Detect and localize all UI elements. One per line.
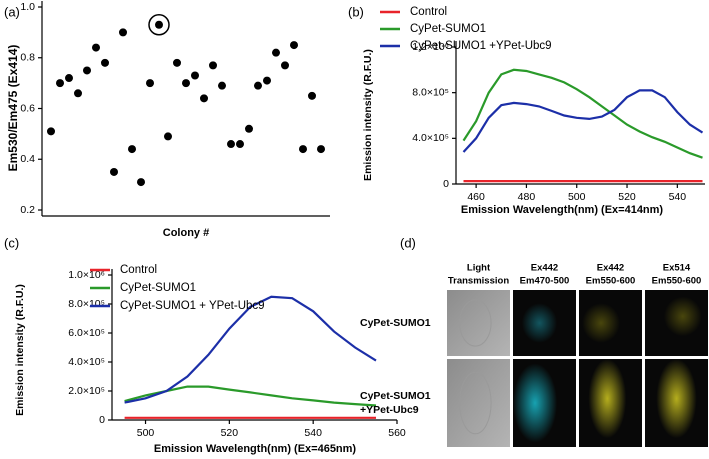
point	[47, 127, 55, 136]
series-line	[124, 385, 377, 407]
point	[137, 178, 145, 187]
legend-label: CyPet-SUMO1	[120, 282, 196, 294]
legend-label: Control	[410, 6, 447, 18]
point	[317, 145, 325, 154]
x-tick-label: 460	[467, 191, 485, 203]
point	[209, 61, 217, 70]
cell-signal	[588, 359, 627, 439]
y-tick-label: 1.0×10⁶	[68, 269, 105, 281]
x-axis-label: Colony #	[163, 227, 209, 239]
column-header: Em550-600	[652, 276, 702, 287]
panel-label: (d)	[400, 235, 416, 250]
cell-signal	[582, 303, 620, 343]
x-axis-label: Emission Wavelength(nm) (Ex=465nm)	[154, 443, 357, 455]
x-tick-label: 540	[304, 427, 322, 439]
point	[254, 81, 262, 90]
series-line	[124, 295, 377, 404]
y-tick-label: 2.0×10⁵	[68, 385, 105, 397]
cell-outline	[459, 371, 492, 435]
series-line	[462, 68, 703, 159]
y-tick-label: 0.2	[20, 204, 35, 216]
column-header: Ex514	[663, 263, 691, 274]
y-tick-label: 6.0×10⁵	[68, 327, 105, 339]
y-tick-label: 0	[443, 178, 449, 190]
column-header: Light	[467, 263, 491, 274]
point	[173, 58, 181, 67]
legend-label: CyPet-SUMO1 +YPet-Ubc9	[410, 40, 552, 52]
highlight-circle	[148, 14, 170, 36]
cell-signal	[513, 363, 558, 443]
point	[308, 91, 316, 100]
row-label: CyPet-SUMO1	[360, 390, 431, 402]
point	[65, 74, 73, 83]
point	[227, 140, 235, 149]
y-tick-label: 0.6	[20, 102, 35, 114]
point	[200, 94, 208, 103]
point	[290, 41, 298, 50]
y-tick-label: 8.0×10⁵	[68, 298, 105, 310]
legend-label: Control	[120, 264, 157, 276]
point	[56, 79, 64, 88]
series-line	[462, 89, 704, 153]
column-header: Em550-600	[586, 276, 636, 287]
y-tick-label: 1.2×10⁶	[412, 41, 449, 53]
point	[164, 132, 172, 141]
legend-label: CyPet-SUMO1	[410, 23, 486, 35]
point	[128, 145, 136, 154]
point	[110, 167, 118, 176]
column-header: Transmission	[448, 276, 509, 287]
y-tick-label: 8.0×10⁵	[412, 86, 449, 98]
y-axis-label: Emission intensity (R.F.U.)	[362, 49, 374, 181]
point	[146, 79, 154, 88]
x-tick-label: 480	[518, 191, 536, 203]
panel-label: (c)	[4, 235, 19, 250]
row-label: +YPet-Ubc9	[360, 404, 419, 416]
point	[155, 20, 163, 29]
x-tick-label: 500	[568, 191, 586, 203]
point	[92, 43, 100, 52]
point	[245, 124, 253, 133]
point	[101, 58, 109, 67]
micrograph	[447, 359, 510, 447]
row-label: CyPet-SUMO1	[360, 317, 431, 329]
x-axis-label: Emission Wavelength(nm) (Ex=414nm)	[461, 204, 664, 216]
y-tick-label: 4.0×10⁵	[68, 356, 105, 368]
legend-label: CyPet-SUMO1 + YPet-Ubc9	[120, 300, 265, 312]
cell-outline	[459, 299, 492, 347]
y-tick-label: 0	[99, 414, 105, 426]
x-tick-label: 520	[618, 191, 636, 203]
point	[119, 28, 127, 37]
x-tick-label: 520	[221, 427, 239, 439]
point	[281, 61, 289, 70]
point	[182, 79, 190, 88]
y-tick-label: 1.0	[20, 1, 35, 13]
point	[191, 71, 199, 80]
point	[299, 145, 307, 154]
cell-signal	[663, 296, 702, 337]
y-axis-label: Emission intensity (R.F.U.)	[14, 284, 26, 416]
y-axis-label: Em530/Em475 (Ex414)	[6, 45, 20, 172]
x-tick-label: 540	[669, 191, 687, 203]
panel-label: (b)	[348, 4, 364, 19]
panel-label: (a)	[4, 4, 20, 19]
column-header: Ex442	[597, 263, 624, 274]
y-tick-label: 0.4	[20, 153, 35, 165]
point	[83, 66, 91, 75]
micrograph	[447, 290, 510, 356]
x-tick-label: 500	[137, 427, 155, 439]
x-tick-label: 560	[388, 427, 406, 439]
cell-signal	[656, 359, 697, 439]
y-tick-label: 0.8	[20, 52, 35, 64]
point	[236, 140, 244, 149]
column-header: Em470-500	[520, 276, 570, 287]
point	[263, 76, 271, 85]
cell-signal	[521, 303, 558, 343]
point	[272, 48, 280, 57]
point	[218, 81, 226, 90]
point	[74, 89, 82, 98]
column-header: Ex442	[531, 263, 558, 274]
y-tick-label: 4.0×10⁵	[412, 132, 449, 144]
